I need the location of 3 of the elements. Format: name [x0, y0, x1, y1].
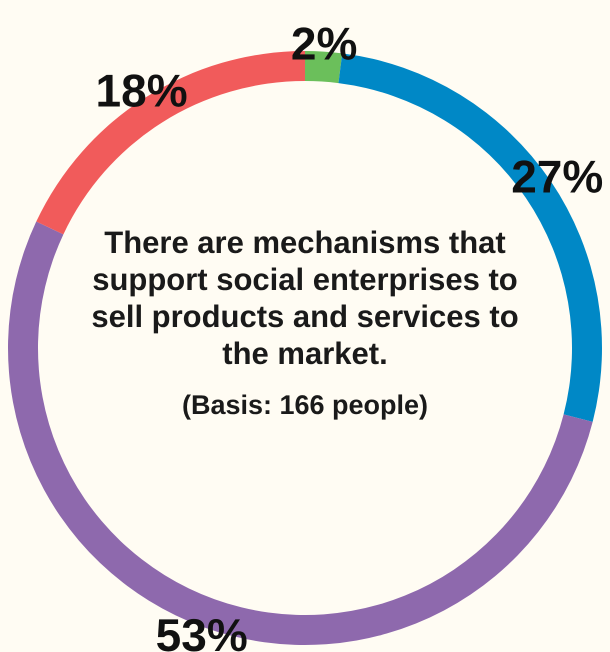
text: (Basis: 166 people): [182, 390, 428, 420]
text: There are mechanisms that support social enterprises to sell products and services to the market.: [91, 225, 519, 371]
data-label: 53%: [156, 608, 248, 652]
